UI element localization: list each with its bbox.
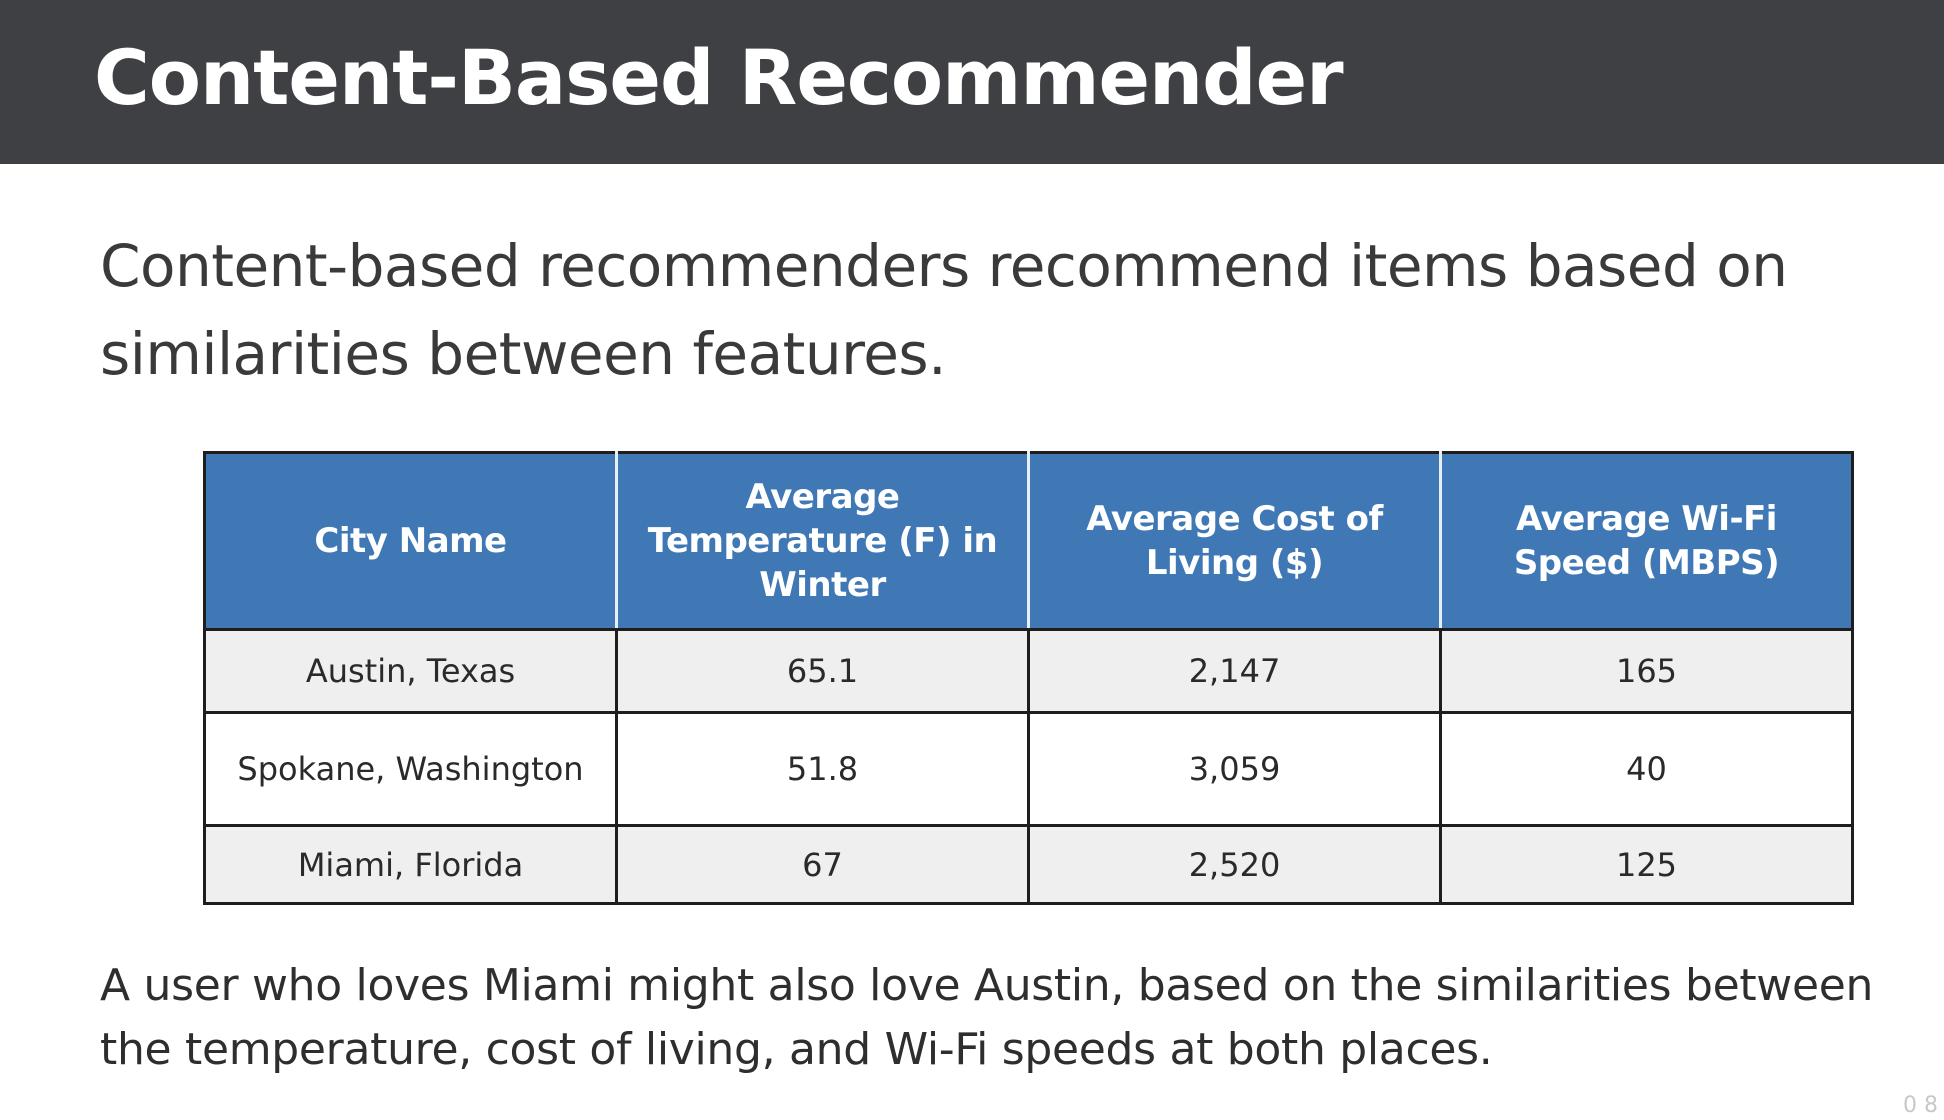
cell-temperature: 65.1	[615, 628, 1030, 714]
cell-city-name: Miami, Florida	[203, 824, 618, 905]
cell-temperature: 51.8	[615, 711, 1030, 827]
header-avg-temperature: Average Temperature (F) in Winter	[615, 451, 1030, 631]
slide-title: Content-Based Recommender	[94, 33, 1344, 122]
cell-cost-of-living: 2,147	[1027, 628, 1442, 714]
table-row: Miami, Florida 67 2,520 125	[203, 824, 1854, 905]
cell-wifi-speed: 125	[1439, 824, 1854, 905]
city-feature-table: City Name Average Temperature (F) in Win…	[203, 451, 1854, 905]
cell-city-name: Austin, Texas	[203, 628, 618, 714]
header-avg-cost-of-living: Average Cost of Living ($)	[1027, 451, 1442, 631]
table-header-row: City Name Average Temperature (F) in Win…	[203, 451, 1854, 631]
header-avg-wifi-speed: Average Wi-Fi Speed (MBPS)	[1439, 451, 1854, 631]
cell-cost-of-living: 2,520	[1027, 824, 1442, 905]
intro-text: Content-based recommenders recommend ite…	[100, 232, 1788, 388]
header-city-name: City Name	[203, 451, 618, 631]
cell-city-name: Spokane, Washington	[203, 711, 618, 827]
cell-wifi-speed: 40	[1439, 711, 1854, 827]
cell-wifi-speed: 165	[1439, 628, 1854, 714]
table-row: Spokane, Washington 51.8 3,059 40	[203, 711, 1854, 827]
page-marker: 0 8	[1903, 1093, 1938, 1118]
table-row: Austin, Texas 65.1 2,147 165	[203, 628, 1854, 714]
title-bar: Content-Based Recommender	[0, 0, 1944, 164]
conclusion-text: A user who loves Miami might also love A…	[100, 960, 1874, 1075]
cell-cost-of-living: 3,059	[1027, 711, 1442, 827]
cell-temperature: 67	[615, 824, 1030, 905]
